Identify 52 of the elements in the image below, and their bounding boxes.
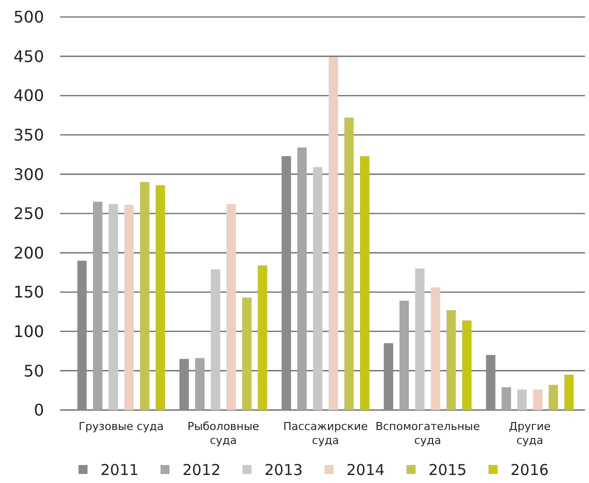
bar [548, 384, 558, 410]
legend-label: 2012 [182, 460, 221, 479]
bar [210, 269, 220, 410]
bar [399, 300, 409, 410]
x-tick-label: Рыболовные суда [187, 420, 260, 447]
bar [446, 310, 456, 410]
y-tick-label: 350 [13, 126, 44, 144]
x-tick-label: Вспомогательные суда [375, 420, 480, 447]
bar [195, 358, 205, 410]
legend-label: 2011 [100, 460, 139, 479]
bar [242, 298, 252, 410]
bar [564, 374, 574, 410]
bar [140, 182, 150, 410]
bar [77, 260, 87, 410]
bar [312, 167, 322, 410]
y-tick-label: 450 [13, 46, 44, 66]
bar [92, 202, 102, 410]
y-tick-label: 400 [13, 86, 44, 106]
bar [124, 204, 134, 410]
bar [156, 185, 166, 410]
bar [532, 390, 542, 410]
x-tick-label: Другие суда [508, 420, 551, 447]
y-tick-label: 150 [13, 282, 44, 302]
y-tick-label: 50 [24, 361, 44, 380]
bar [384, 343, 394, 410]
legend-label: 2013 [264, 460, 303, 479]
bar [344, 118, 354, 410]
bar [430, 287, 440, 410]
y-tick-label: 100 [13, 322, 44, 341]
bar [328, 57, 338, 410]
bar [108, 204, 118, 410]
bar [462, 320, 472, 410]
bar [282, 156, 292, 410]
bar [258, 265, 268, 410]
y-tick-label: 0 [34, 400, 44, 420]
y-tick-label: 200 [13, 243, 44, 262]
bar [415, 268, 425, 410]
y-tick-label: 250 [13, 204, 44, 224]
y-tick-label: 500 [13, 8, 44, 27]
legend-label: 2016 [510, 460, 549, 479]
bar [179, 358, 189, 410]
y-tick-label: 300 [13, 164, 44, 184]
bar [517, 390, 527, 410]
bar [226, 204, 236, 410]
bar [486, 354, 496, 410]
bar [297, 147, 307, 410]
legend-label: 2015 [428, 460, 467, 479]
bar [502, 387, 512, 410]
x-tick-label: Пассажирские суда [283, 420, 368, 447]
bar [360, 156, 370, 410]
legend-label: 2014 [346, 460, 385, 479]
x-tick-label: Грузовые суда [78, 420, 164, 433]
